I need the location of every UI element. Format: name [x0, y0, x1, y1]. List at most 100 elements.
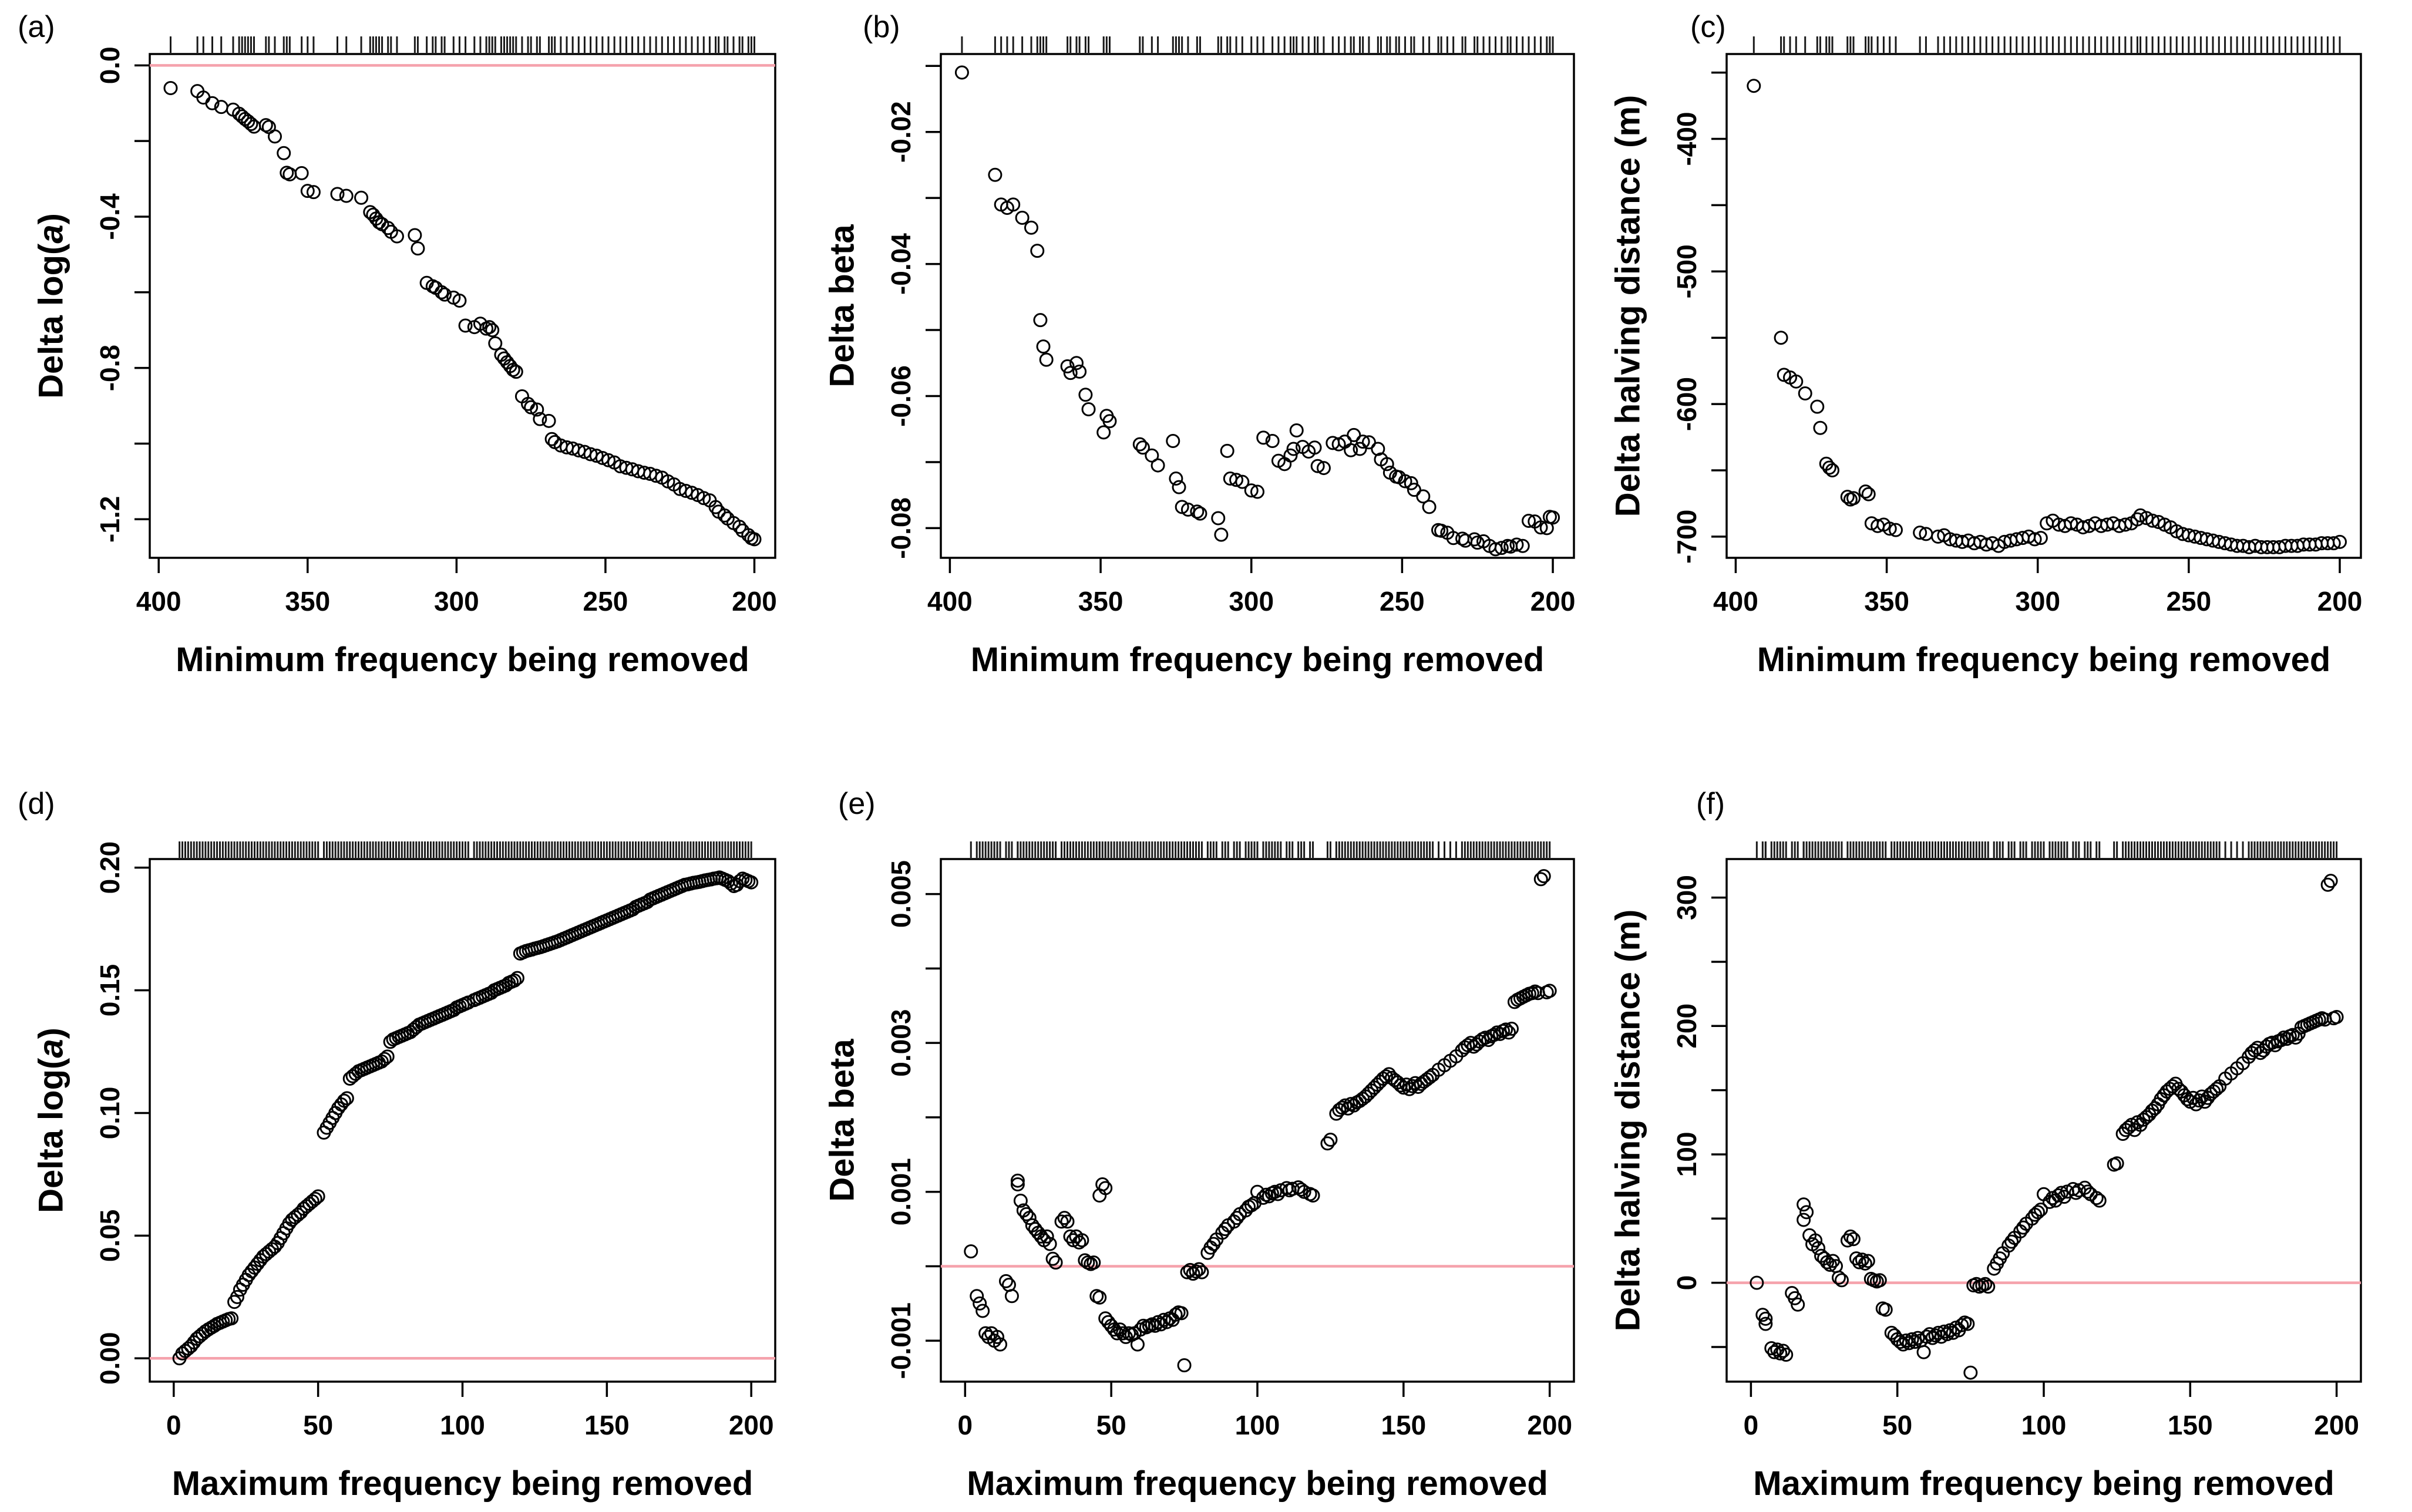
svg-text:400: 400	[927, 586, 973, 617]
svg-text:200: 200	[2314, 1410, 2359, 1440]
data-points	[964, 869, 1557, 1373]
scatter-plot-d: 0 50 100 150 200 0.00 0.05 0.10 0.15 0.20	[95, 841, 776, 1440]
svg-text:-0.08: -0.08	[886, 497, 916, 559]
svg-text:0.0: 0.0	[95, 46, 125, 84]
svg-text:350: 350	[285, 586, 330, 617]
svg-text:-700: -700	[1671, 510, 1702, 564]
y-axis-ticks: 0.00 0.05 0.10 0.15 0.20	[95, 841, 150, 1385]
data-points	[954, 65, 1560, 557]
svg-text:300: 300	[1229, 586, 1274, 617]
data-points	[163, 80, 762, 547]
svg-text:-0.06: -0.06	[886, 365, 916, 427]
plot-box	[1725, 53, 2362, 559]
panel-f-tag: (f)	[1696, 787, 1725, 821]
svg-text:350: 350	[1864, 586, 1909, 617]
svg-text:250: 250	[1380, 586, 1425, 617]
panel-c: (c) Delta halving distance (m) 400 350 300…	[1608, 0, 2412, 756]
svg-text:0.00: 0.00	[95, 1332, 125, 1385]
svg-text:200: 200	[1671, 1003, 1702, 1049]
panel-d: (d) Delta log(a) 0 50 100 150 200 0.00 0.05 0.1…	[0, 756, 804, 1512]
panel-a-tag: (a)	[18, 10, 55, 44]
svg-text:-1.2: -1.2	[95, 496, 125, 543]
svg-text:200: 200	[732, 586, 777, 617]
x-axis-ticks: 0 50 100 150 200	[1744, 1382, 2359, 1440]
data-points	[1747, 79, 2347, 554]
panel-d-x-axis-title: Maximum frequency being removed	[171, 1464, 753, 1503]
svg-text:300: 300	[2015, 586, 2060, 617]
scatter-plot-e: 0 50 100 150 200 -0.001 0.001 0.003 0.005	[886, 841, 1575, 1440]
panel-c-x-axis-title: Minimum frequency being removed	[1757, 641, 2331, 679]
svg-text:-0.8: -0.8	[95, 345, 125, 391]
x-axis-ticks: 400 350 300 250 200	[136, 558, 777, 617]
svg-text:100: 100	[440, 1410, 485, 1440]
svg-text:-0.4: -0.4	[95, 193, 125, 240]
rug-marks	[970, 841, 1551, 858]
plot-box	[940, 53, 1575, 559]
data-points	[172, 870, 759, 1366]
scatter-plot-a: 400 350 300 250 200 0.0 -0.4 -0.8 -1.2	[95, 36, 777, 617]
svg-text:0: 0	[958, 1410, 973, 1440]
svg-text:0: 0	[1744, 1410, 1759, 1440]
panel-f-x-axis-title: Maximum frequency being removed	[1753, 1464, 2334, 1503]
svg-text:200: 200	[2317, 586, 2363, 617]
svg-text:200: 200	[729, 1410, 774, 1440]
svg-text:50: 50	[1096, 1410, 1126, 1440]
panel-f: (f) Delta halving distance (m) 0 50 100 150…	[1608, 756, 2412, 1512]
svg-text:0.15: 0.15	[95, 964, 125, 1017]
svg-text:250: 250	[2166, 586, 2211, 617]
svg-text:400: 400	[1713, 586, 1758, 617]
panel-a: (a) Delta log(a) 400 350 300 250 200 0.0 -0.4-…	[0, 0, 804, 756]
svg-text:-600: -600	[1671, 377, 1702, 431]
data-points	[1750, 874, 2344, 1380]
svg-text:100: 100	[1235, 1410, 1280, 1440]
panel-b-tag: (b)	[863, 10, 900, 44]
svg-text:350: 350	[1078, 586, 1123, 617]
svg-text:300: 300	[434, 586, 479, 617]
svg-text:0.001: 0.001	[886, 1158, 916, 1225]
scatter-plot-f: 0 50 100 150 200 0 100 200 300	[1671, 841, 2362, 1440]
svg-text:0.003: 0.003	[886, 1009, 916, 1077]
plot-box	[149, 858, 776, 1383]
svg-text:-0.04: -0.04	[886, 233, 916, 295]
panel-d-tag: (d)	[18, 787, 55, 821]
panel-b-x-axis-title: Minimum frequency being removed	[970, 641, 1545, 679]
svg-text:50: 50	[303, 1410, 333, 1440]
svg-text:150: 150	[584, 1410, 630, 1440]
panel-c-tag: (c)	[1690, 10, 1726, 44]
y-axis-ticks: 0 100 200 300	[1671, 875, 1727, 1348]
panel-e-tag: (e)	[838, 787, 876, 821]
panel-b: (b) Delta beta 400 350 300 250 200 -0.02 -0.04…	[804, 0, 1608, 756]
x-axis-ticks: 0 50 100 150 200	[958, 1382, 1572, 1440]
y-axis-ticks: -0.001 0.001 0.003 0.005	[886, 860, 941, 1379]
scatter-plot-b: 400 350 300 250 200 -0.02 -0.04 -0.06 -0.08	[886, 36, 1575, 617]
svg-text:50: 50	[1882, 1410, 1912, 1440]
rug-marks	[1752, 36, 2341, 53]
rug-marks	[170, 36, 755, 53]
svg-text:150: 150	[1381, 1410, 1426, 1440]
svg-text:-0.001: -0.001	[886, 1302, 916, 1379]
y-axis-ticks: -0.02 -0.04 -0.06 -0.08	[886, 65, 941, 559]
rug-marks	[961, 36, 1554, 53]
svg-text:0.005: 0.005	[886, 860, 916, 928]
svg-text:-0.02: -0.02	[886, 101, 916, 163]
svg-text:0.05: 0.05	[95, 1210, 125, 1262]
svg-text:100: 100	[2021, 1410, 2067, 1440]
x-axis-ticks: 400 350 300 250 200	[927, 558, 1575, 617]
panel-a-x-axis-title: Minimum frequency being removed	[176, 641, 749, 679]
plot-box	[149, 53, 776, 559]
plot-box	[1725, 858, 2362, 1383]
svg-text:150: 150	[2168, 1410, 2213, 1440]
rug-marks	[1755, 841, 2338, 858]
panel-e: (e) Delta beta 0 50 100 150 200 -0.001 0.001 0.…	[804, 756, 1608, 1512]
svg-text:0: 0	[1671, 1275, 1702, 1291]
svg-text:200: 200	[1530, 586, 1576, 617]
svg-text:200: 200	[1527, 1410, 1572, 1440]
y-axis-ticks: -400 -500 -600 -700	[1671, 71, 1727, 564]
svg-text:0.20: 0.20	[95, 841, 125, 894]
x-axis-ticks: 400 350 300 250 200	[1713, 558, 2362, 617]
svg-text:0: 0	[166, 1410, 181, 1440]
svg-text:300: 300	[1671, 875, 1702, 920]
svg-text:250: 250	[583, 586, 628, 617]
svg-text:100: 100	[1671, 1132, 1702, 1177]
y-axis-ticks: 0.0 -0.4 -0.8 -1.2	[95, 46, 150, 543]
